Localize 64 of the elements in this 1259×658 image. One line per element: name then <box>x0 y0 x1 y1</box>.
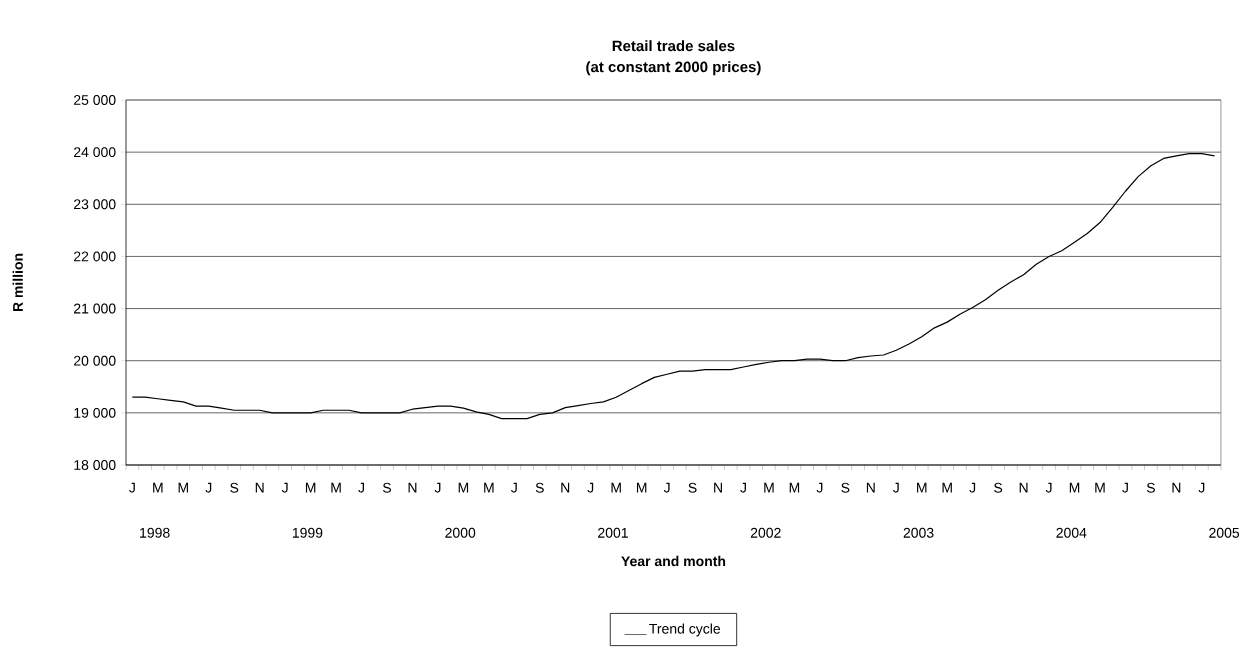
x-axis-title: Year and month <box>621 555 726 567</box>
chart-title: Retail trade sales <box>612 40 735 52</box>
x-tick-label: N <box>255 482 264 493</box>
x-tick-label: S <box>230 482 239 493</box>
x-tick-label: M <box>942 482 952 493</box>
x-tick-label: J <box>511 482 517 493</box>
x-tick-label: J <box>663 482 670 493</box>
x-tick-label: J <box>969 482 976 493</box>
x-tick-label: S <box>994 482 1003 493</box>
x-tick-label: J <box>1198 482 1205 493</box>
x-tick-label: M <box>789 482 800 493</box>
x-tick-label: J <box>281 482 288 493</box>
x-tick-label: N <box>561 482 570 493</box>
x-tick-label: N <box>1019 482 1028 493</box>
text: 2002 <box>750 527 781 538</box>
x-tick-label: J <box>129 482 135 493</box>
text: 2005 <box>1209 527 1240 538</box>
x-tick-label: J <box>1045 482 1052 493</box>
text: 1999 <box>292 527 323 538</box>
x-tick-label: M <box>1069 482 1080 493</box>
x-tick-label: M <box>611 482 621 493</box>
x-tick-label: S <box>688 482 697 493</box>
y-tick-label: 20 000 <box>74 355 116 366</box>
legend-label: Trend cycle <box>649 623 721 637</box>
x-tick-label: N <box>714 482 722 493</box>
y-tick-label: 24 000 <box>74 147 116 158</box>
x-tick-label: J <box>892 482 899 493</box>
x-tick-label: M <box>178 482 188 493</box>
x-tick-label: N <box>866 482 875 493</box>
x-tick-label: S <box>841 482 850 493</box>
x-tick-label: J <box>816 482 823 493</box>
x-tick-label: M <box>305 482 316 493</box>
x-tick-label: M <box>1095 482 1105 493</box>
x-tick-label: M <box>484 482 494 493</box>
x-tick-label: M <box>636 482 647 493</box>
chart-subtitle: (at constant 2000 prices) <box>586 61 761 76</box>
x-tick-label: M <box>764 482 774 493</box>
x-tick-label: J <box>205 482 212 493</box>
text: 2003 <box>903 527 934 538</box>
x-tick-label: J <box>358 482 364 493</box>
x-tick-label: J <box>1122 482 1128 493</box>
x-tick-label: J <box>587 482 594 493</box>
y-tick-label: 19 000 <box>74 407 116 418</box>
text: 2004 <box>1056 527 1087 538</box>
y-axis-title: R million <box>12 253 23 312</box>
y-tick-label: 22 000 <box>74 251 116 262</box>
x-tick-label: J <box>434 482 441 493</box>
x-tick-label: M <box>917 482 927 493</box>
x-tick-label: S <box>535 482 544 493</box>
x-tick-label: S <box>1146 482 1155 493</box>
y-tick-label: 21 000 <box>74 303 116 314</box>
text: 2000 <box>445 527 476 538</box>
y-tick-label: 18 000 <box>74 460 116 470</box>
text: 1998 <box>140 527 170 538</box>
x-tick-label: J <box>740 482 746 493</box>
y-tick-label: 23 000 <box>74 199 116 210</box>
x-tick-label: N <box>1172 482 1181 493</box>
x-tick-label: N <box>408 482 417 493</box>
text: 2001 <box>598 527 628 538</box>
x-tick-label: M <box>153 482 163 493</box>
x-tick-label: S <box>382 482 392 493</box>
x-tick-label: M <box>458 482 469 493</box>
x-tick-label: M <box>331 482 341 493</box>
y-tick-label: 25 000 <box>74 95 116 105</box>
